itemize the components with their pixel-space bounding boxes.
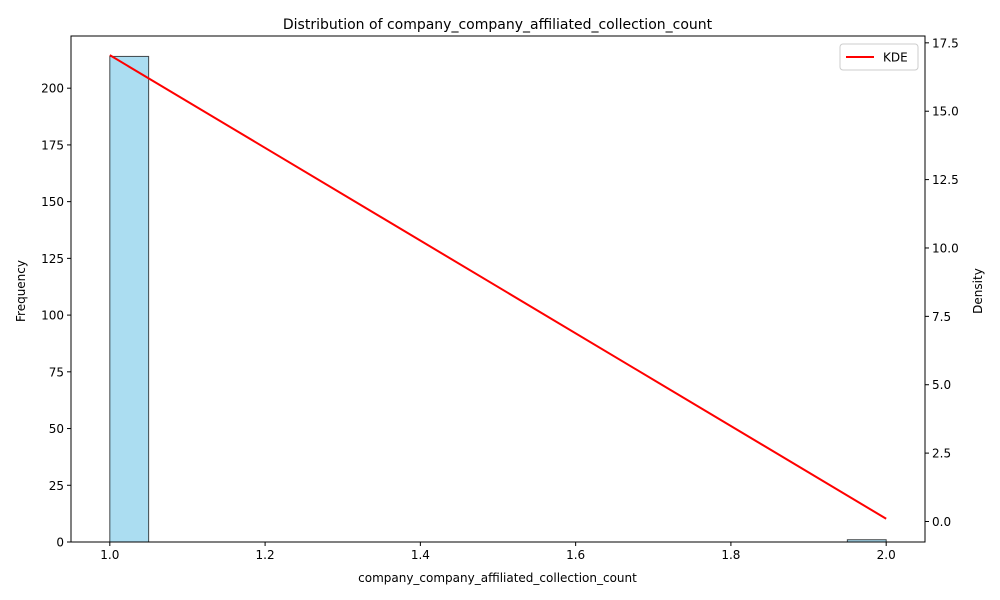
x-tick-label: 1.2 bbox=[256, 548, 275, 562]
y-tick-label: 175 bbox=[41, 138, 64, 152]
y2-tick-label: 2.5 bbox=[932, 447, 951, 461]
chart-title: Distribution of company_company_affiliat… bbox=[283, 17, 713, 33]
y2-tick-label: 0.0 bbox=[932, 515, 951, 529]
x-tick-label: 1.8 bbox=[721, 548, 740, 562]
y-tick-label: 0 bbox=[56, 536, 64, 550]
x-tick-label: 1.4 bbox=[411, 548, 430, 562]
x-tick-label: 1.6 bbox=[566, 548, 585, 562]
kde-line bbox=[109, 54, 887, 520]
x-tick-label: 1.0 bbox=[100, 548, 119, 562]
y2-tick-label: 12.5 bbox=[932, 173, 959, 187]
kde-series bbox=[109, 54, 887, 520]
legend: KDE bbox=[839, 43, 919, 71]
y2-tick-label: 5.0 bbox=[932, 378, 951, 392]
legend-kde-label: KDE bbox=[883, 51, 908, 65]
x-axis-label: company_company_affiliated_collection_co… bbox=[358, 571, 637, 585]
histogram-bar bbox=[109, 55, 150, 543]
y2-tick-label: 10.0 bbox=[932, 241, 959, 255]
y-axis-label: Frequency bbox=[14, 260, 28, 322]
y-tick-label: 100 bbox=[41, 309, 64, 323]
x-tick-label: 2.0 bbox=[877, 548, 896, 562]
y-tick-label: 125 bbox=[41, 252, 64, 266]
y-tick-label: 200 bbox=[41, 82, 64, 96]
y2-tick-label: 15.0 bbox=[932, 105, 959, 119]
y2-tick-label: 17.5 bbox=[932, 36, 959, 50]
y-axis-ticks: 0 25 50 75 100 125 150 175 200 bbox=[41, 82, 71, 550]
y2-axis-ticks: 0.0 2.5 5.0 7.5 10.0 12.5 15.0 17.5 bbox=[925, 36, 959, 529]
y2-tick-label: 7.5 bbox=[932, 310, 951, 324]
y-tick-label: 75 bbox=[49, 365, 64, 379]
plot-frame bbox=[70, 35, 926, 543]
histogram-bars bbox=[109, 55, 887, 543]
legend-box bbox=[839, 43, 919, 71]
y-tick-label: 25 bbox=[49, 479, 64, 493]
x-axis-ticks: 1.0 1.2 1.4 1.6 1.8 2.0 bbox=[100, 542, 896, 562]
y-tick-label: 50 bbox=[49, 422, 64, 436]
y2-axis-label: Density bbox=[971, 268, 985, 314]
y-tick-label: 150 bbox=[41, 195, 64, 209]
